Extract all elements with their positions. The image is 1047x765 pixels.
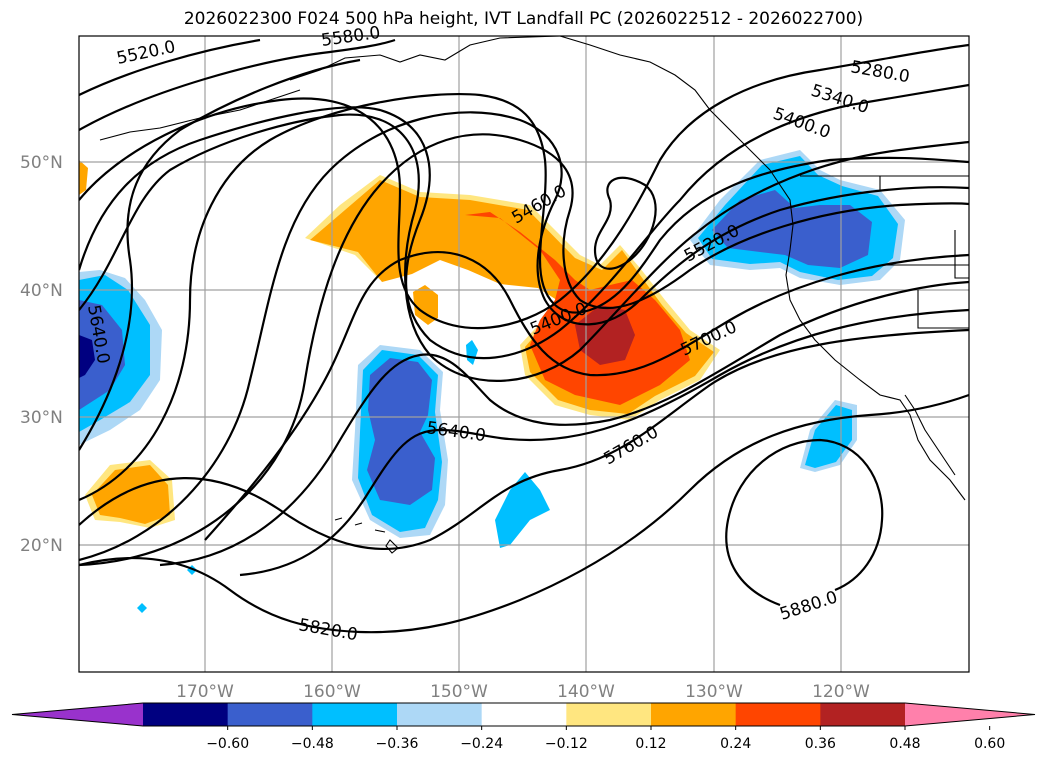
colorbar-outline	[11, 702, 1036, 727]
colorbar-tick-label: 0.24	[720, 736, 751, 752]
colorbar-tick-label: 0.60	[974, 736, 1005, 752]
latitude-label: 40°N	[20, 281, 63, 301]
contour-5580	[593, 176, 657, 270]
negative-region-small-1	[466, 340, 478, 365]
positive-region-central-red	[465, 212, 690, 405]
contour-label: 5580.0	[320, 23, 382, 51]
colorbar-tick-label: −0.36	[376, 736, 419, 752]
contour-mid-2	[79, 111, 969, 562]
longitude-label: 150°W	[430, 682, 488, 702]
map-frame	[78, 35, 970, 673]
colorbar-tick-label: 0.48	[889, 736, 920, 752]
colorbar-swatch	[143, 703, 229, 726]
colorbar-extend-high	[905, 703, 1035, 726]
contour-label: 5760.0	[601, 422, 663, 469]
colorbar-swatch	[397, 703, 483, 726]
longitude-label: 160°W	[303, 682, 361, 702]
colorbar: −0.60 −0.48 −0.36 −0.24 −0.12 0.12 0.24 0.36 0.4…	[11, 702, 1036, 752]
colorbar-extend-low	[12, 703, 143, 726]
colorbar-swatch	[566, 703, 652, 726]
baja-coast	[904, 394, 956, 476]
negative-region-small-2	[495, 472, 550, 548]
contour-lower-2	[159, 280, 969, 567]
colorbar-tick-label: −0.48	[291, 736, 334, 752]
colorbar-tick-label: 0.36	[805, 736, 836, 752]
contour-5760	[79, 328, 969, 551]
contour-5640-south	[239, 308, 969, 577]
contour-mid-1	[79, 92, 969, 502]
negative-region-west-peak	[79, 335, 95, 378]
latitude-label: 50°N	[20, 153, 63, 173]
contour-5520-west	[79, 38, 261, 96]
contour-mid-3	[79, 133, 969, 567]
colorbar-swatch	[820, 703, 906, 726]
latitude-label: 30°N	[20, 408, 63, 428]
contour-5880	[725, 438, 884, 607]
contour-label: 5520.0	[115, 37, 177, 69]
contour-label: 5880.0	[777, 587, 840, 624]
colorbar-tick-label: 0.12	[635, 736, 666, 752]
border-lines	[800, 175, 969, 329]
latitude-label: 20°N	[20, 536, 63, 556]
negative-region-southeast-core	[805, 405, 852, 468]
tiny-feature-2	[137, 603, 147, 613]
colorbar-tick-label: −0.24	[460, 736, 503, 752]
pacific-northwest-coast	[769, 169, 966, 501]
contour-5820	[79, 393, 969, 634]
colorbar-swatch	[651, 703, 737, 726]
graticule	[79, 36, 969, 672]
positive-region-small	[413, 285, 438, 325]
contour-label: 5400.0	[770, 104, 833, 143]
positive-region-west-edge	[79, 160, 88, 195]
contour-label: 5280.0	[849, 57, 911, 87]
contour-5640-west	[79, 58, 361, 451]
longitude-label: 140°W	[557, 682, 615, 702]
contour-ridge-1	[79, 43, 969, 330]
colorbar-tick-label: −0.60	[206, 736, 249, 752]
contour-label: 5820.0	[297, 615, 359, 645]
colorbar-tick-label: −0.12	[545, 736, 588, 752]
figure-title: 2026022300 F024 500 hPa height, IVT Land…	[183, 9, 864, 29]
contour-ridge-2	[79, 83, 969, 360]
contour-lower-1	[204, 251, 969, 541]
panhandle-coast	[559, 36, 771, 171]
longitude-label: 120°W	[812, 682, 870, 702]
colorbar-swatch	[227, 703, 313, 726]
height-contours	[79, 38, 969, 634]
hawaii-islands	[334, 517, 399, 554]
colorbar-swatch	[735, 703, 821, 726]
contour-5580-west	[79, 38, 396, 131]
colorbar-swatch	[312, 703, 398, 726]
contour-ridge-3	[79, 113, 969, 382]
colorbar-swatch	[481, 703, 567, 726]
positive-region-southwest-core	[92, 465, 170, 524]
longitude-label: 130°W	[685, 682, 743, 702]
positive-region-central-peak	[575, 305, 635, 365]
longitude-label: 170°W	[176, 682, 234, 702]
